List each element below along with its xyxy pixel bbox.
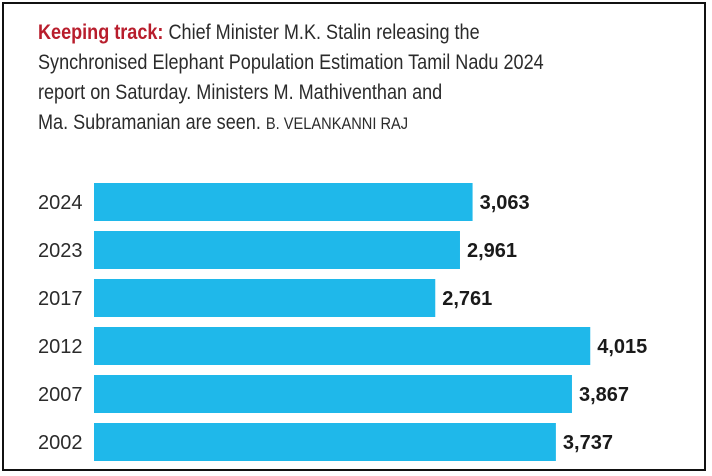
value-label-2017: 2,761 <box>442 288 492 310</box>
value-label-2012: 4,015 <box>597 336 647 358</box>
value-label-2002: 3,737 <box>563 432 613 454</box>
bar-2002 <box>94 423 556 461</box>
caption-line-4: Ma. Subramanian are seen. B. VELANKANNI … <box>38 108 588 139</box>
caption-kicker: Keeping track: <box>38 21 164 44</box>
bar-2023 <box>94 231 460 269</box>
photo-credit: B. VELANKANNI RAJ <box>265 114 409 133</box>
caption-text-4: Ma. Subramanian are seen. <box>38 111 261 134</box>
year-label-2017: 2017 <box>38 288 83 310</box>
year-label-2007: 2007 <box>38 384 83 406</box>
value-label-2023: 2,961 <box>467 240 517 262</box>
year-label-2023: 2023 <box>38 240 83 262</box>
caption-line-1: Keeping track: Chief Minister M.K. Stali… <box>38 18 588 48</box>
value-label-2024: 3,063 <box>480 192 530 214</box>
year-label-2012: 2012 <box>38 336 83 358</box>
year-label-2024: 2024 <box>38 192 83 214</box>
caption-text-1: Chief Minister M.K. Stalin releasing the <box>168 21 480 44</box>
value-label-2007: 3,867 <box>579 384 629 406</box>
year-label-2002: 2002 <box>38 432 83 454</box>
bar-2017 <box>94 279 436 317</box>
bar-2012 <box>94 327 591 365</box>
photo-caption: Keeping track: Chief Minister M.K. Stali… <box>38 18 588 139</box>
bar-2007 <box>94 375 572 413</box>
caption-line-2: Synchronised Elephant Population Estimat… <box>38 51 544 74</box>
caption-line-3: report on Saturday. Ministers M. Mathive… <box>38 81 443 104</box>
bar-2024 <box>94 183 473 221</box>
